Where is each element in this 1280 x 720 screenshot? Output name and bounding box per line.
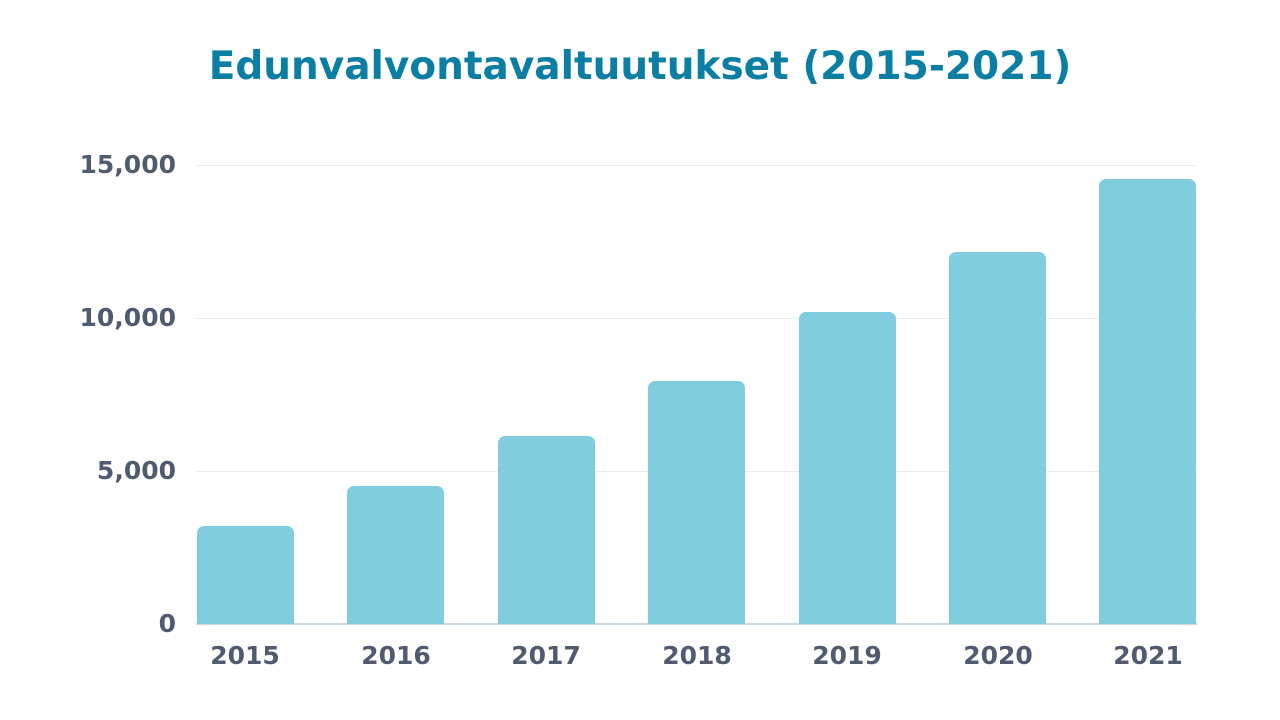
bar-2015 xyxy=(197,526,294,624)
bar-2017 xyxy=(497,435,595,624)
y-tick-label: 15,000 xyxy=(79,150,176,179)
bar-2018 xyxy=(648,380,746,624)
x-tick-label: 2020 xyxy=(963,641,1033,670)
y-tick-label: 5,000 xyxy=(96,456,176,485)
x-tick-label: 2015 xyxy=(210,641,280,670)
y-tick-label: 0 xyxy=(158,609,176,638)
bar-2019 xyxy=(798,311,896,624)
x-tick-label: 2016 xyxy=(361,641,431,670)
gridline-15000 xyxy=(196,165,1197,166)
gridline-10000 xyxy=(196,318,1197,319)
x-tick-label: 2021 xyxy=(1113,641,1183,670)
bar-2021 xyxy=(1099,178,1197,624)
x-tick-label: 2017 xyxy=(511,641,581,670)
bar-2016 xyxy=(347,486,445,624)
x-tick-label: 2018 xyxy=(662,641,732,670)
y-tick-label: 10,000 xyxy=(79,303,176,332)
x-axis-line xyxy=(196,623,1197,625)
bar-2020 xyxy=(949,252,1046,624)
x-tick-label: 2019 xyxy=(812,641,882,670)
chart-title: Edunvalvontavaltuutukset (2015-2021) xyxy=(208,44,1072,89)
